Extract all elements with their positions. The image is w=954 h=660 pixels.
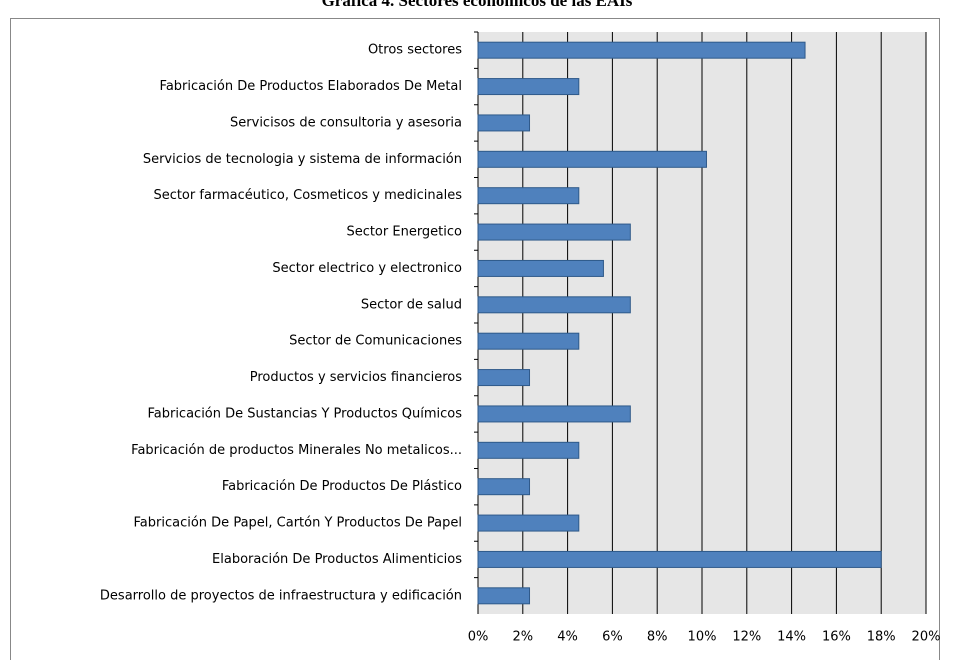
bar — [477, 150, 707, 168]
x-tick-label: 18% — [867, 630, 896, 645]
y-tick-label: Productos y servicios financieros — [250, 370, 462, 385]
y-tick-label: Sector de salud — [361, 297, 462, 312]
x-tick-label: 10% — [688, 630, 717, 645]
bar — [477, 114, 531, 132]
bar — [477, 259, 604, 277]
y-tick-label: Fabricación De Papel, Cartón Y Productos… — [134, 516, 462, 531]
bar — [477, 41, 806, 59]
y-tick-label: Desarrollo de proyectos de infraestructu… — [100, 588, 462, 603]
y-tick-label: Fabricación De Productos Elaborados De M… — [160, 79, 462, 94]
x-tick-label: 6% — [602, 630, 623, 645]
bar — [477, 369, 531, 387]
y-tick-label: Fabricación De Sustancias Y Productos Qu… — [147, 406, 462, 421]
y-tick-label: Sector farmacéutico, Cosmeticos y medici… — [153, 188, 462, 203]
bar — [477, 514, 580, 532]
y-tick-label: Otros sectores — [368, 43, 462, 58]
x-tick-label: 4% — [557, 630, 578, 645]
y-tick-label: Sector de Comunicaciones — [289, 334, 462, 349]
bar — [477, 296, 631, 314]
bar — [477, 405, 631, 423]
bar — [477, 78, 580, 96]
bar — [477, 332, 580, 350]
x-tick-label: 2% — [512, 630, 533, 645]
bar — [477, 478, 531, 496]
y-tick-label: Elaboración De Productos Alimenticios — [212, 552, 462, 567]
bar — [477, 187, 580, 205]
y-tick-label: Fabricación De Productos De Plástico — [222, 479, 462, 494]
y-tick-label: Fabricación de productos Minerales No me… — [131, 443, 462, 458]
chart-title: Gráfica 4. Sectores económicos de las EA… — [322, 0, 633, 10]
x-tick-label: 0% — [468, 630, 489, 645]
bar — [477, 223, 631, 241]
y-tick-label: Sector electrico y electronico — [272, 261, 462, 276]
bar — [477, 441, 580, 459]
x-tick-label: 8% — [647, 630, 668, 645]
x-tick-label: 12% — [732, 630, 761, 645]
bar — [477, 587, 531, 605]
x-tick-label: 20% — [912, 630, 941, 645]
y-tick-label: Servicios de tecnologia y sistema de inf… — [143, 152, 462, 167]
x-tick-label: 16% — [822, 630, 851, 645]
bar — [477, 550, 882, 568]
y-tick-label: Servicisos de consultoria y asesoria — [230, 115, 462, 130]
x-tick-label: 14% — [777, 630, 806, 645]
y-tick-label: Sector Energetico — [346, 225, 462, 240]
